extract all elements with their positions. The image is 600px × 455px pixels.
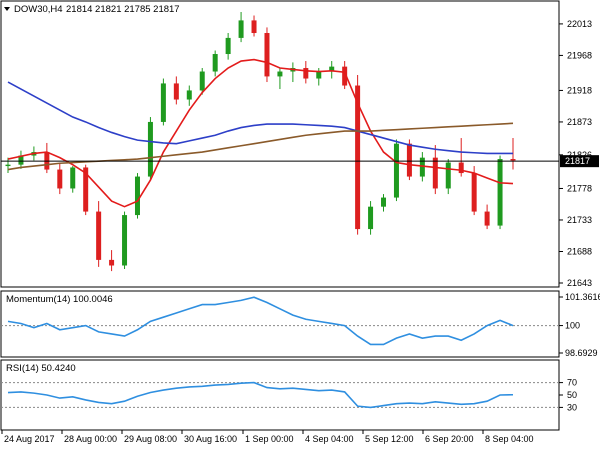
ohlc-label: 21814 21821 21785 21817 xyxy=(66,4,180,15)
candle-body xyxy=(83,167,89,212)
price-tick-label: 22013 xyxy=(567,19,592,29)
x-tick-label: 4 Sep 04:00 xyxy=(305,434,354,444)
price-plot xyxy=(1,12,559,272)
candle-body xyxy=(147,121,153,177)
candle-body xyxy=(277,71,283,77)
candle-body xyxy=(160,83,166,122)
x-tick-label: 24 Aug 2017 xyxy=(4,434,55,444)
rsi-plot xyxy=(1,381,559,409)
momentum-tick-label: 98.6929 xyxy=(565,348,598,358)
price-tick-label: 21968 xyxy=(567,50,592,60)
candle-body xyxy=(510,159,516,161)
momentum-tick-label: 101.3616 xyxy=(565,292,600,302)
candle-body xyxy=(18,155,24,165)
candle-body xyxy=(329,66,335,72)
candle-body xyxy=(199,71,205,91)
candle-body xyxy=(471,173,477,212)
candle-body xyxy=(484,211,490,226)
price-tick-label: 21826 xyxy=(567,150,592,160)
x-tick-label: 5 Sep 12:00 xyxy=(365,434,414,444)
last-price-box xyxy=(560,155,599,168)
rsi-tick-label: 30 xyxy=(567,402,577,412)
candle-body xyxy=(419,157,425,177)
candle-body xyxy=(497,159,503,226)
rsi-title: RSI(14) 50.4240 xyxy=(6,363,76,374)
candle-body xyxy=(342,66,348,86)
candle-body xyxy=(355,85,361,230)
price-tick-label: 21733 xyxy=(567,215,592,225)
rsi-tick-label: 70 xyxy=(567,378,577,388)
momentum-line xyxy=(7,296,514,346)
candle-body xyxy=(122,215,128,266)
price-tick-label: 21688 xyxy=(567,246,592,256)
candle-body xyxy=(393,143,399,198)
candle-body xyxy=(225,37,231,55)
candle-body xyxy=(264,33,270,77)
candle-body xyxy=(57,169,63,189)
candle-body xyxy=(5,164,11,167)
candle-body xyxy=(303,68,309,79)
price-tick-label: 21873 xyxy=(567,117,592,127)
rsi-panel-frame xyxy=(0,359,560,431)
candle-body xyxy=(238,20,244,38)
momentum-tick-label: 100 xyxy=(565,321,580,331)
candle-body xyxy=(173,83,179,100)
momentum-title: Momentum(14) 100.0046 xyxy=(6,294,113,305)
candle-body xyxy=(368,206,374,230)
candle-body xyxy=(381,197,387,207)
x-tick-label: 6 Sep 20:00 xyxy=(425,434,474,444)
rsi-line xyxy=(7,381,514,409)
symbol-label: DOW30,H4 xyxy=(14,4,63,15)
price-tick-label: 21778 xyxy=(567,183,592,193)
candle-body xyxy=(251,20,257,34)
candle-body xyxy=(432,157,438,189)
momentum-panel-frame xyxy=(0,290,560,358)
x-tick-label: 28 Aug 00:00 xyxy=(64,434,117,444)
candle-body xyxy=(212,54,218,72)
candle-body xyxy=(316,71,322,79)
axes: 22013 21968 21918 21873 21826 21778 21733 21688… xyxy=(1,19,600,444)
price-header: DOW30,H4 21814 21821 21785 21817 xyxy=(4,4,180,15)
candle-body xyxy=(109,259,115,266)
price-panel-frame xyxy=(0,0,560,288)
candle-body xyxy=(406,143,412,177)
candle-body xyxy=(134,176,140,216)
rsi-tick-label: 50 xyxy=(567,390,577,400)
x-tick-label: 30 Aug 16:00 xyxy=(184,434,237,444)
candle-body xyxy=(445,162,451,189)
candle-body xyxy=(96,211,102,260)
candle-body xyxy=(70,167,76,189)
candle-body xyxy=(186,90,192,100)
collapse-arrow-icon xyxy=(4,7,10,11)
x-tick-label: 29 Aug 08:00 xyxy=(124,434,177,444)
x-tick-label: 8 Sep 04:00 xyxy=(485,434,534,444)
sma-short-line xyxy=(7,58,514,208)
last-price-label: 21817 xyxy=(565,156,590,166)
x-tick-label: 1 Sep 00:00 xyxy=(245,434,294,444)
momentum-plot xyxy=(1,296,559,346)
price-tick-label: 21918 xyxy=(567,85,592,95)
sma-medium-line xyxy=(7,81,513,155)
candle-body xyxy=(458,162,464,174)
price-tick-label: 21643 xyxy=(567,278,592,288)
